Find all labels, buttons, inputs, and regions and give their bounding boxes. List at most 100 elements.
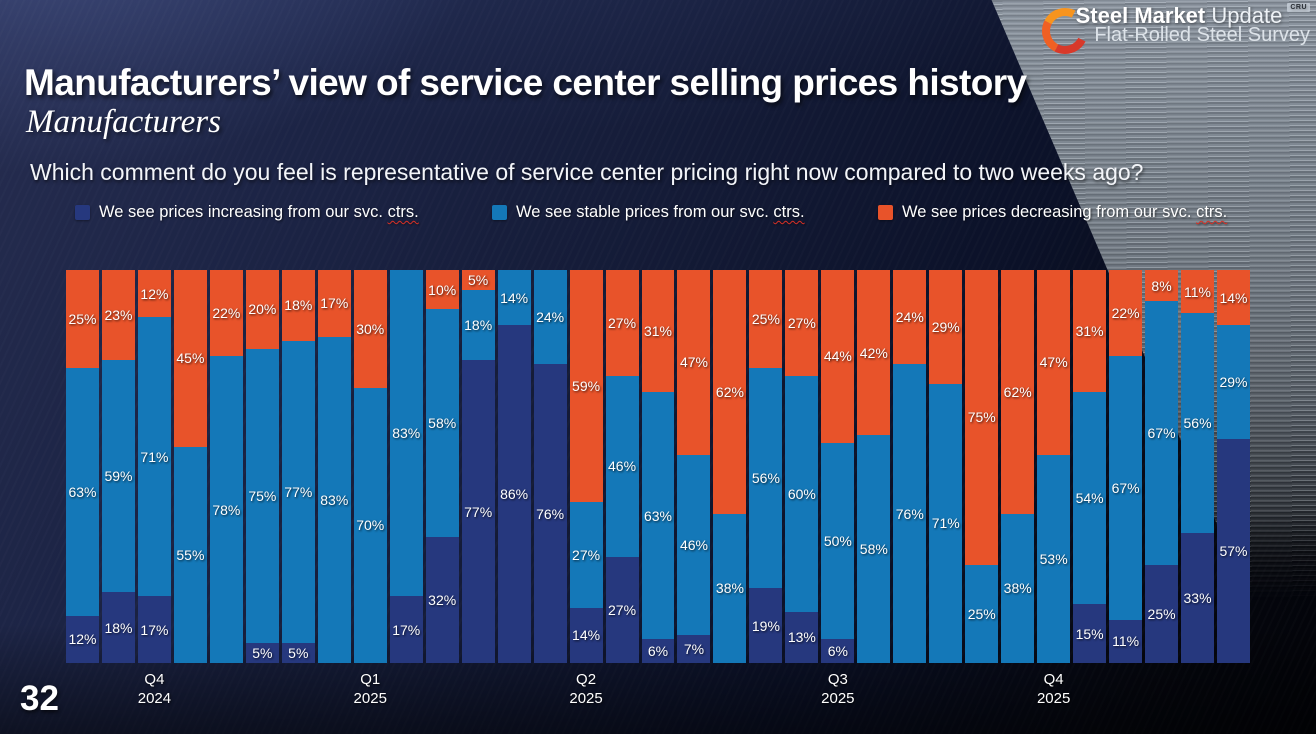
bar: 22% 78% — [209, 270, 243, 663]
x-tick-Q4-2025: Q4 2025 — [1036, 671, 1071, 707]
segment-value-label: 6% — [647, 643, 669, 660]
segment-decreasing: 59% — [569, 270, 603, 502]
segment-value-label: 60% — [787, 486, 816, 502]
segment-decreasing: 30% — [353, 270, 387, 388]
x-tick-Q4-2024: Q4 2024 — [137, 671, 172, 707]
segment-value-label: 13% — [787, 629, 816, 646]
segment-value-label: 25% — [751, 311, 780, 328]
segment-decreasing: 27% — [605, 270, 639, 377]
segment-stable: 78% — [209, 356, 243, 663]
segment-decreasing: 24% — [893, 270, 927, 365]
segment-stable: 67% — [1109, 356, 1143, 620]
segment-decreasing: 62% — [713, 270, 747, 514]
segment-value-label: 27% — [608, 601, 637, 618]
segment-stable: 56% — [749, 368, 783, 589]
segment-value-label: 83% — [320, 491, 349, 508]
segment-increasing: 57% — [1217, 438, 1250, 663]
bar: 5% 18% 77% — [461, 270, 495, 663]
segment-decreasing: 11% — [1181, 270, 1214, 314]
page-title: Manufacturers’ view of service center se… — [24, 62, 1027, 103]
segment-value-label: 29% — [931, 318, 960, 335]
x-tick-Q1-2025: Q1 2025 — [353, 671, 387, 707]
bar: 31% 63% 6% — [641, 270, 675, 663]
bar: 10% 58% 32% — [425, 270, 459, 663]
bar: 83% 17% — [389, 270, 423, 663]
segment-stable: 71% — [929, 383, 963, 663]
segment-value-label: 71% — [931, 515, 960, 532]
segment-stable: 24% — [533, 270, 567, 365]
segment-stable: 25% — [965, 564, 999, 663]
segment-increasing: 15% — [1073, 604, 1107, 663]
segment-value-label: 30% — [356, 320, 385, 337]
legend-label-increasing: We see prices increasing from our svc. c… — [99, 203, 419, 221]
segment-stable: 55% — [173, 446, 207, 663]
bar: 12% 71% 17% — [137, 270, 171, 663]
segment-value-label: 5% — [252, 645, 273, 662]
segment-value-label: 29% — [1219, 374, 1248, 390]
segment-increasing: 13% — [785, 611, 819, 663]
segment-stable: 38% — [713, 513, 747, 663]
page-subtitle: Manufacturers — [26, 104, 221, 140]
segment-increasing: 77% — [461, 360, 495, 663]
segment-stable: 63% — [641, 391, 675, 640]
segment-value-label: 76% — [895, 505, 924, 522]
segment-stable: 75% — [245, 348, 279, 644]
segment-value-label: 55% — [176, 546, 205, 563]
segment-stable: 58% — [857, 435, 891, 663]
segment-increasing: 11% — [1109, 619, 1143, 663]
segment-decreasing: 10% — [425, 270, 459, 310]
segment-stable: 59% — [101, 360, 135, 593]
bar: 27% 46% 27% — [605, 270, 639, 663]
bar: 62% 38% — [1001, 270, 1035, 663]
segment-value-label: 46% — [608, 458, 637, 475]
segment-value-label: 58% — [859, 541, 888, 558]
segment-decreasing: 31% — [1073, 270, 1107, 392]
segment-stable: 50% — [821, 442, 855, 640]
cru-badge: CRU — [1287, 3, 1310, 13]
bar: 20% 75% 5% — [245, 270, 279, 663]
segment-value-label: 19% — [751, 617, 780, 634]
bar: 44% 50% 6% — [821, 270, 855, 663]
segment-value-label: 59% — [104, 468, 133, 485]
segment-decreasing: 14% — [1217, 270, 1250, 326]
logo-brand-line: Steel Market Update CRU — [1076, 3, 1310, 27]
segment-value-label: 63% — [643, 507, 672, 524]
segment-stable: 18% — [461, 289, 495, 361]
segment-stable: 76% — [893, 364, 927, 663]
legend-swatch-stable — [492, 205, 507, 220]
segment-value-label: 78% — [212, 501, 241, 518]
segment-value-label: 18% — [104, 619, 133, 636]
bar: 59% 27% 14% — [569, 270, 603, 663]
segment-stable: 71% — [137, 317, 171, 597]
segment-increasing: 86% — [497, 325, 531, 663]
misspelled-word: ctrs. — [773, 203, 805, 221]
segment-value-label: 59% — [572, 377, 601, 394]
segment-increasing: 19% — [749, 588, 783, 663]
segment-value-label: 31% — [643, 322, 672, 339]
segment-decreasing: 22% — [1109, 270, 1143, 357]
segment-value-label: 50% — [823, 533, 852, 550]
segment-value-label: 33% — [1183, 590, 1212, 607]
x-axis-ticks: Q4 2024 Q1 2025 Q2 2025 Q3 2025 Q4 2025 — [66, 663, 1250, 709]
segment-value-label: 25% — [68, 311, 97, 328]
segment-value-label: 24% — [536, 309, 565, 326]
segment-decreasing: 18% — [281, 270, 315, 341]
legend-label-stable: We see stable prices from our svc. ctrs. — [516, 203, 805, 221]
segment-decreasing: 31% — [641, 270, 675, 392]
segment-value-label: 70% — [356, 517, 385, 534]
x-tick-Q2-2025: Q2 2025 — [569, 671, 603, 707]
segment-value-label: 38% — [715, 580, 744, 597]
misspelled-word: ctrs. — [1196, 203, 1228, 221]
segment-value-label: 25% — [967, 605, 996, 622]
segment-value-label: 47% — [679, 354, 708, 371]
survey-question: Which comment do you feel is representat… — [30, 159, 1144, 185]
segment-value-label: 25% — [1147, 605, 1176, 622]
legend-label-decreasing: We see prices decreasing from our svc. c… — [902, 203, 1228, 221]
segment-value-label: 8% — [1151, 277, 1172, 294]
segment-stable: 46% — [605, 376, 639, 557]
bar: 47% 53% — [1037, 270, 1071, 663]
segment-increasing: 32% — [425, 537, 459, 663]
bar: 29% 71% — [929, 270, 963, 663]
segment-value-label: 56% — [751, 470, 780, 487]
